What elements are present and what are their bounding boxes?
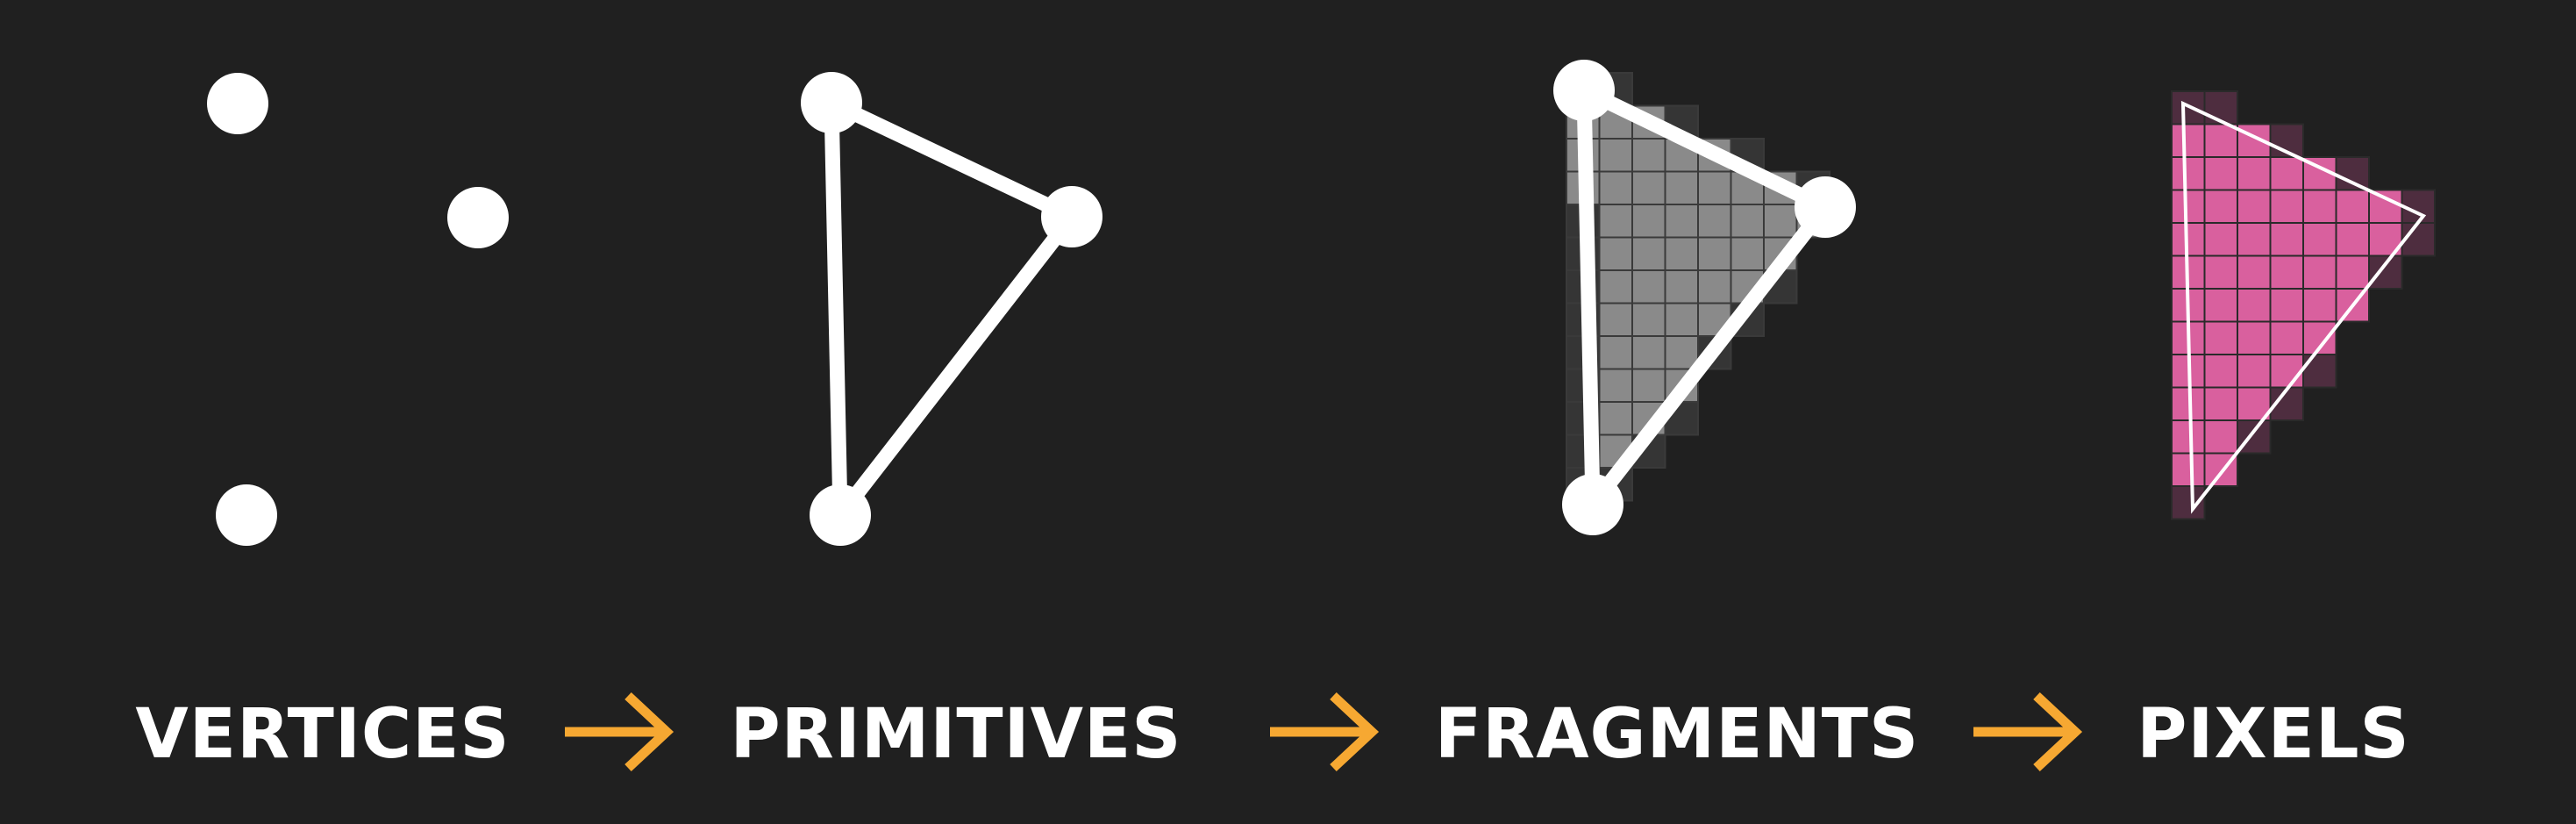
vertex-dot [216,484,277,546]
vertex-dot [1562,474,1623,535]
stage-label-primitives: PRIMITIVES [731,695,1182,774]
pixel-cell [2171,452,2206,487]
primitives-panel [801,72,1102,546]
fragment-cell [1664,269,1699,305]
fragment-cell [1697,236,1732,271]
arrow-right-icon [1270,691,1380,772]
fragments-panel [1553,60,1856,535]
pixel-cell [2171,123,2206,158]
pixel-cell [2203,254,2238,290]
pixel-cell [2171,419,2206,455]
fragment-cell [1598,401,1633,436]
fragment-cell [1664,204,1699,239]
fragment-cell [1598,269,1633,305]
pixel-cell [2237,320,2272,355]
pixel-cell [2203,156,2238,191]
fragment-cell [1598,236,1633,271]
fragment-cell [1763,204,1798,239]
pixels-panel [2171,90,2436,520]
pixel-cell [2237,288,2272,323]
pixel-cell [2335,254,2370,290]
fragment-cell [1631,204,1666,239]
fragment-cell [1664,302,1699,337]
fragment-cell [1598,368,1633,403]
pixel-cell [2237,222,2272,257]
fragment-cell [1664,335,1699,370]
vertex-dot [810,484,871,546]
fragment-cell [1631,302,1666,337]
triangle-outline-thin [2180,100,2427,514]
pixel-cell [2269,288,2304,323]
pixel-cell [2302,288,2337,323]
triangle-outline [1576,82,1833,512]
fragment-cell [1697,269,1732,305]
fragment-cell [1598,138,1633,173]
vertices-panel [207,73,509,546]
stage-label-pixels: PIXELS [2137,695,2410,774]
fragment-cell [1697,170,1732,205]
pixel-cell [2335,222,2370,257]
pixel-cell [2335,189,2370,224]
pixel-cell [2171,189,2206,224]
pixel-cell [2237,189,2272,224]
arrow-right-icon [565,691,674,772]
pixel-cell [2203,288,2238,323]
vertex-dot [207,73,268,134]
pixel-cell [2237,156,2272,191]
pixel-cell [2269,320,2304,355]
pixel-cell [2401,189,2436,224]
fragment-cell [1631,269,1666,305]
vertex-dot [1041,186,1102,247]
pixel-cell [2269,254,2304,290]
stage-label-vertices: VERTICES [135,695,510,774]
pixel-cell [2269,156,2304,191]
pixel-cell [2401,222,2436,257]
pixel-cell [2203,386,2238,421]
vertex-dot [1553,60,1615,121]
pixel-grid [2171,90,2436,520]
arrow-right-icon [1973,691,2083,772]
pixel-cell [2203,90,2238,125]
fragment-cell [1664,170,1699,205]
fragment-cell [1598,335,1633,370]
pixel-cell [2203,222,2238,257]
pixel-cell [2368,254,2403,290]
fragment-cell [1730,204,1765,239]
fragment-cell [1631,138,1666,173]
pixel-cell [2368,189,2403,224]
fragment-cell [1631,368,1666,403]
pixel-cell [2302,254,2337,290]
vertex-dot [447,187,509,248]
pixel-cell [2203,320,2238,355]
fragment-cell [1730,236,1765,271]
pixel-cell [2203,123,2238,158]
vertex-dot [801,72,862,133]
pixel-cell [2203,354,2238,389]
fragment-cell [1598,170,1633,205]
pixel-cell [2269,354,2304,389]
fragment-cell [1598,302,1633,337]
pixel-cell [2269,189,2304,224]
vertex-dot [1795,176,1856,238]
fragment-cell [1598,204,1633,239]
pixel-cell [2203,189,2238,224]
pixel-cell [2335,156,2370,191]
pixel-cell [2302,222,2337,257]
pixel-cell [2203,419,2238,455]
fragment-cell [1697,204,1732,239]
pixel-cell [2237,254,2272,290]
stage-label-fragments: FRAGMENTS [1435,695,1919,774]
fragment-cell [1664,236,1699,271]
fragment-cell [1631,170,1666,205]
pixel-cell [2171,386,2206,421]
triangle-outline [824,95,1080,523]
fragment-cell [1631,236,1666,271]
pixel-cell [2171,156,2206,191]
fragment-cell [1631,335,1666,370]
pixel-cell [2237,354,2272,389]
pixel-cell [2302,189,2337,224]
pixel-cell [2269,222,2304,257]
